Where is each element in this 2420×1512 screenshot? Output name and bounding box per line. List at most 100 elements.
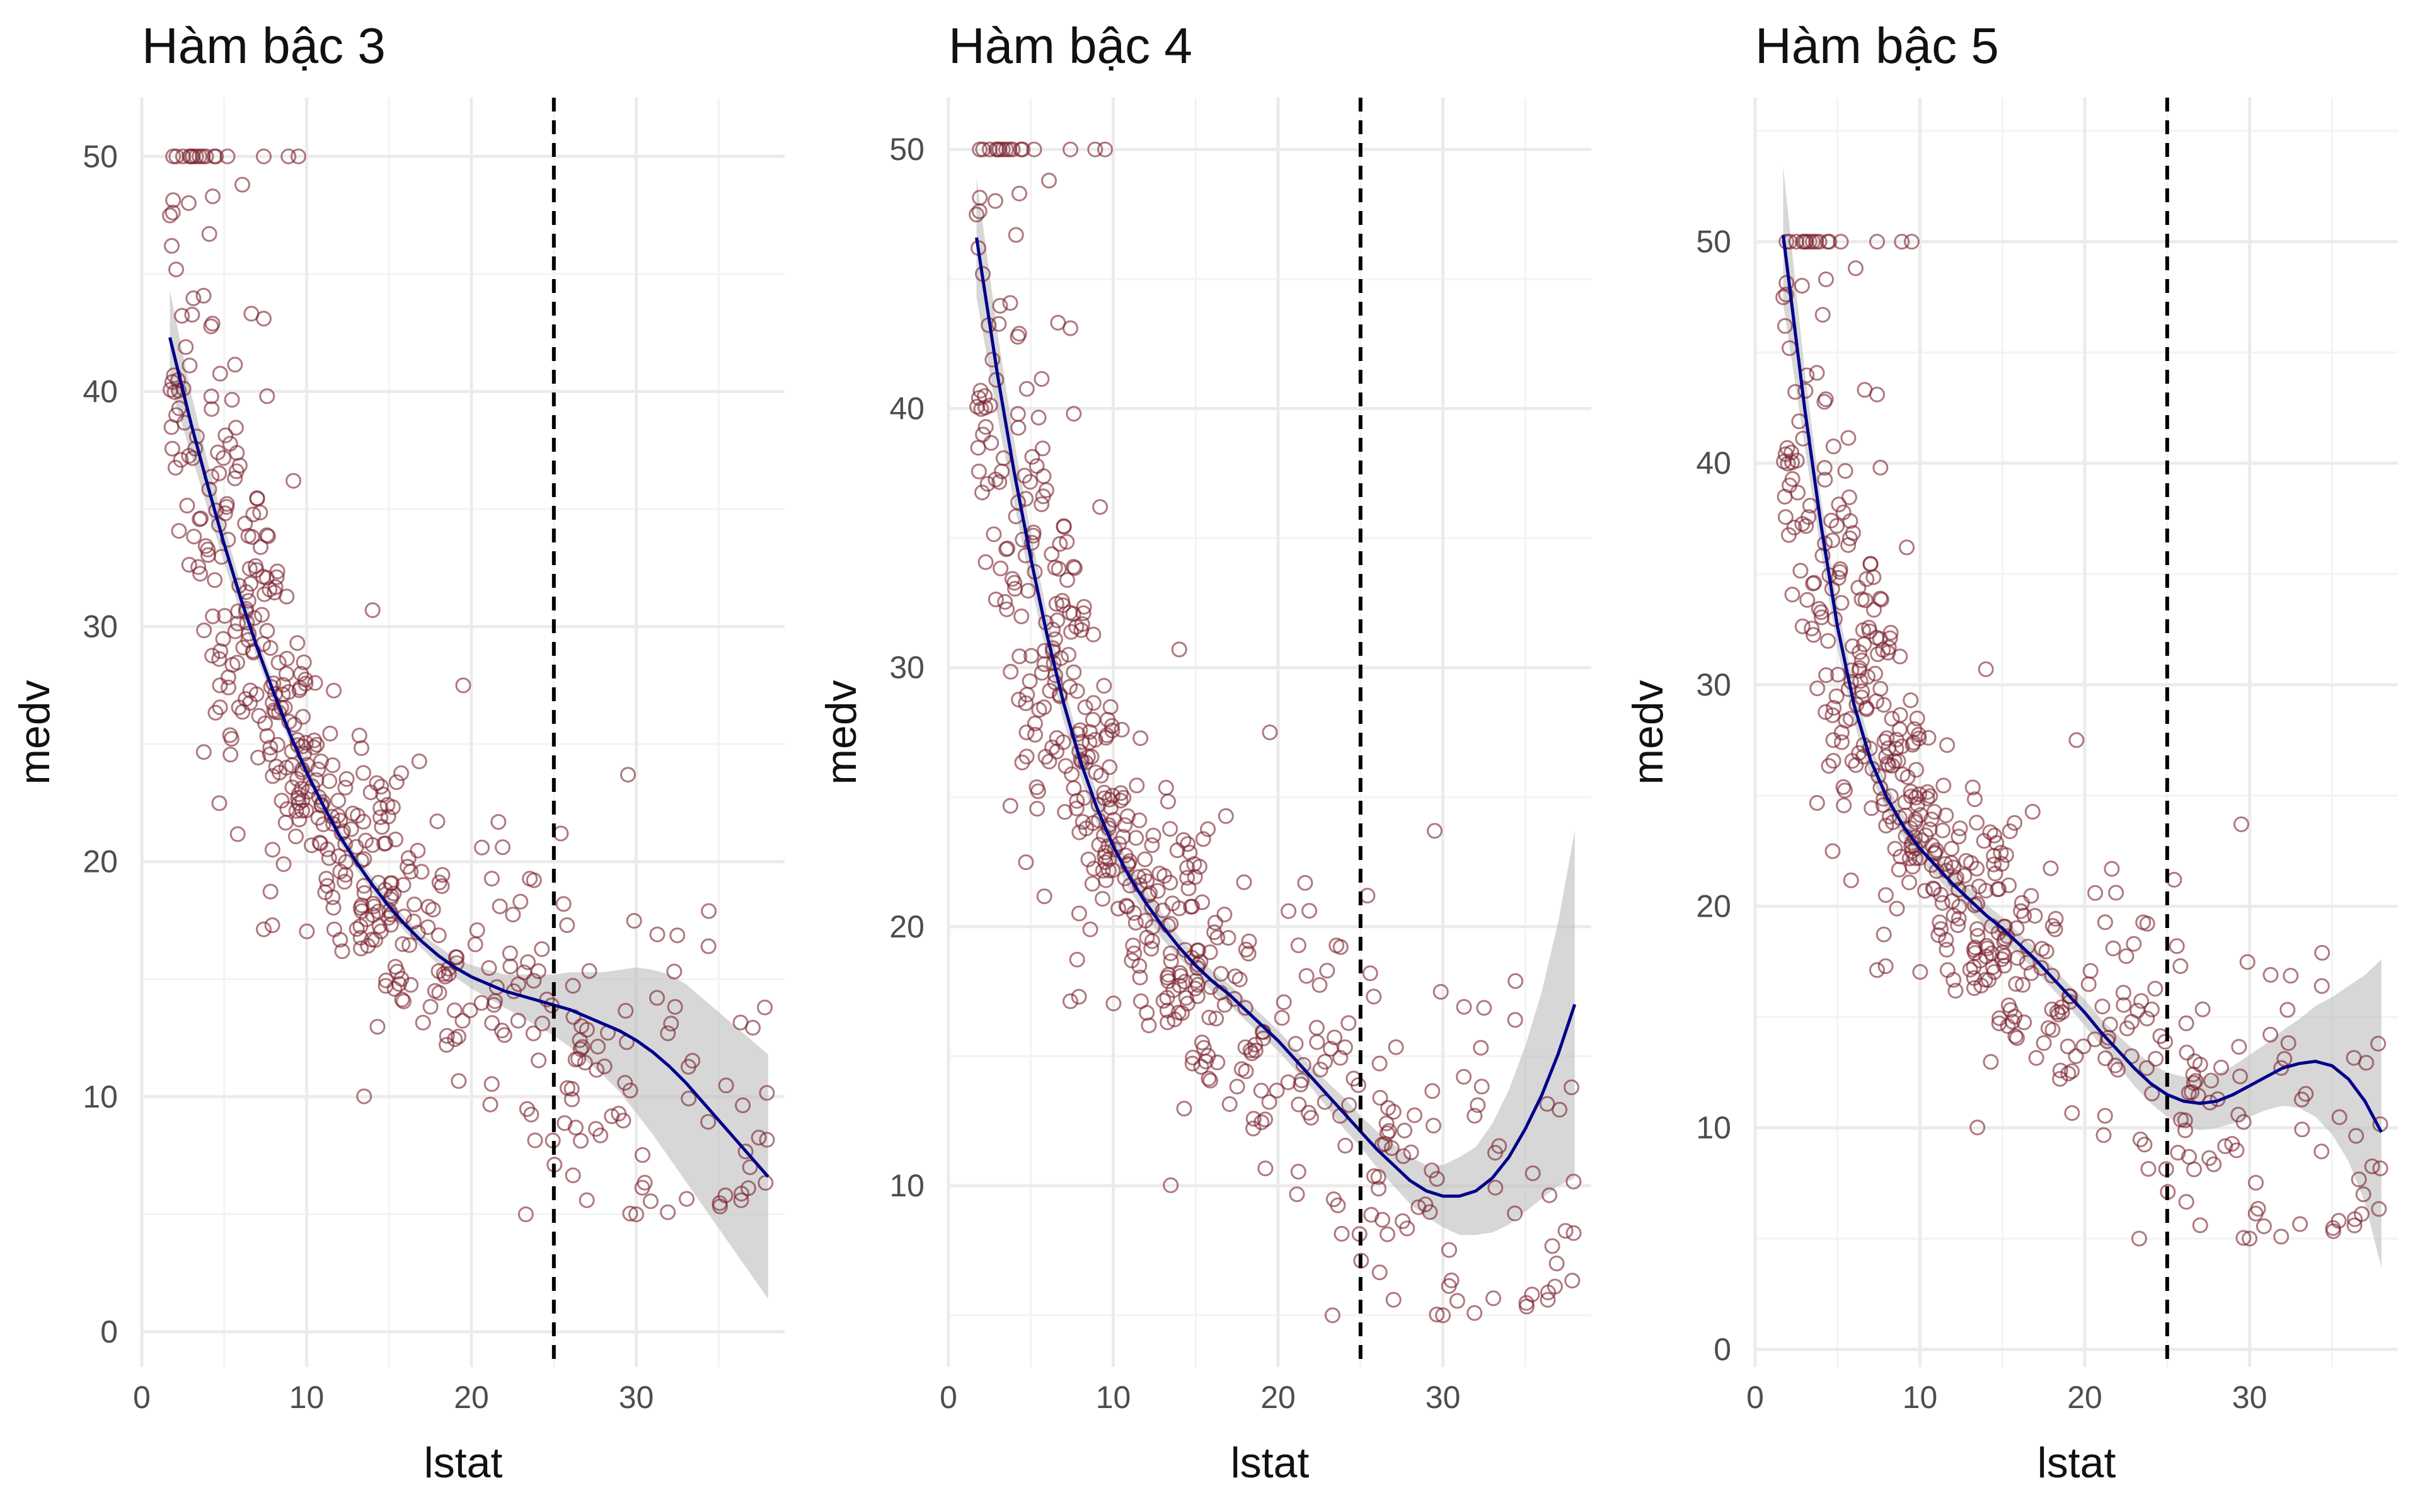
data-point (1115, 789, 1132, 806)
data-point (496, 1027, 512, 1043)
data-point (2104, 861, 2120, 877)
data-point (2075, 1038, 2092, 1055)
data-point (1429, 1171, 1445, 1187)
data-point (618, 1002, 634, 1019)
data-point (1036, 656, 1052, 672)
data-point (1977, 971, 1993, 988)
data-point (1894, 738, 1910, 755)
data-point (620, 767, 636, 783)
y-tick-label: 0 (100, 1314, 118, 1349)
data-point (1163, 953, 1179, 970)
data-point (1063, 993, 1078, 1009)
data-point (366, 898, 382, 915)
data-point (166, 367, 182, 384)
data-point (483, 871, 500, 887)
data-point (331, 848, 347, 864)
data-point (502, 945, 518, 961)
data-point (1432, 983, 1449, 1000)
data-point (1852, 673, 1869, 689)
data-point (1380, 1100, 1397, 1116)
data-point (1466, 1305, 1483, 1321)
data-point (1233, 1061, 1250, 1077)
data-point (1085, 695, 1102, 711)
data-point (291, 795, 307, 811)
data-point (2273, 1228, 2290, 1245)
y-tick-label: 50 (889, 132, 925, 167)
data-point (1207, 915, 1223, 931)
data-point (1983, 1054, 1999, 1070)
data-point (250, 750, 267, 765)
data-point (1062, 679, 1078, 695)
data-point (1024, 449, 1040, 465)
data-point (451, 1073, 467, 1089)
data-point (1047, 559, 1063, 576)
data-point (1324, 1307, 1340, 1324)
data-point (1852, 644, 1868, 660)
data-point (1061, 646, 1076, 663)
data-point (1294, 1072, 1310, 1089)
data-point (1926, 881, 1942, 897)
data-point (574, 1039, 591, 1055)
data-point (525, 1025, 541, 1041)
data-point (1887, 840, 1903, 857)
data-point (375, 786, 391, 803)
data-point (1014, 754, 1030, 770)
tick-labels: 0 10 20 30 0 10 20 30 40 50 (1696, 224, 2267, 1415)
data-point (1102, 759, 1118, 776)
data-point (700, 1114, 717, 1130)
data-point (2371, 1201, 2387, 1217)
data-point (1831, 496, 1847, 513)
data-point (1854, 683, 1870, 699)
data-point (1814, 547, 1831, 564)
data-point (1371, 1181, 1386, 1197)
data-point (1884, 711, 1900, 727)
data-point (2139, 1011, 2155, 1027)
data-point (1145, 827, 1161, 844)
data-point (1816, 394, 1833, 410)
data-point (2054, 1004, 2070, 1021)
data-point (1177, 942, 1193, 958)
data-point (991, 474, 1008, 490)
data-point (592, 1127, 609, 1143)
data-point (1218, 808, 1234, 824)
data-point (1824, 532, 1841, 549)
data-point (1124, 953, 1140, 968)
data-point (1891, 810, 1908, 826)
data-point (1923, 811, 1940, 828)
data-point (1155, 993, 1172, 1009)
data-point (1066, 664, 1082, 680)
data-point (987, 193, 1003, 209)
data-point (2233, 816, 2249, 832)
data-point (1814, 307, 1831, 323)
data-point (1851, 745, 1867, 761)
data-point (1920, 730, 1937, 746)
data-point (1834, 734, 1850, 750)
data-point (1063, 624, 1080, 640)
data-point (573, 1133, 589, 1149)
data-point (1301, 903, 1318, 919)
data-point (634, 1179, 650, 1196)
data-point (1102, 699, 1119, 715)
data-point (999, 601, 1015, 617)
data-point (1150, 883, 1166, 899)
data-point (2187, 1053, 2203, 1070)
data-point (304, 837, 320, 854)
data-point (1362, 965, 1378, 982)
data-point (256, 921, 272, 937)
data-point (2169, 938, 2185, 954)
data-point (1507, 1205, 1523, 1222)
data-point (1290, 937, 1306, 953)
data-point (1969, 861, 1985, 877)
data-point (2009, 1030, 2025, 1046)
data-point (1064, 766, 1080, 782)
data-point (1129, 777, 1145, 794)
data-point (1858, 571, 1875, 587)
data-point (474, 839, 490, 856)
data-point (1417, 1196, 1434, 1213)
data-point (1947, 983, 1964, 999)
data-point (669, 927, 686, 944)
data-point (2135, 914, 2152, 931)
data-point (1821, 234, 1838, 250)
data-point (216, 450, 232, 466)
data-point (2177, 1112, 2193, 1128)
